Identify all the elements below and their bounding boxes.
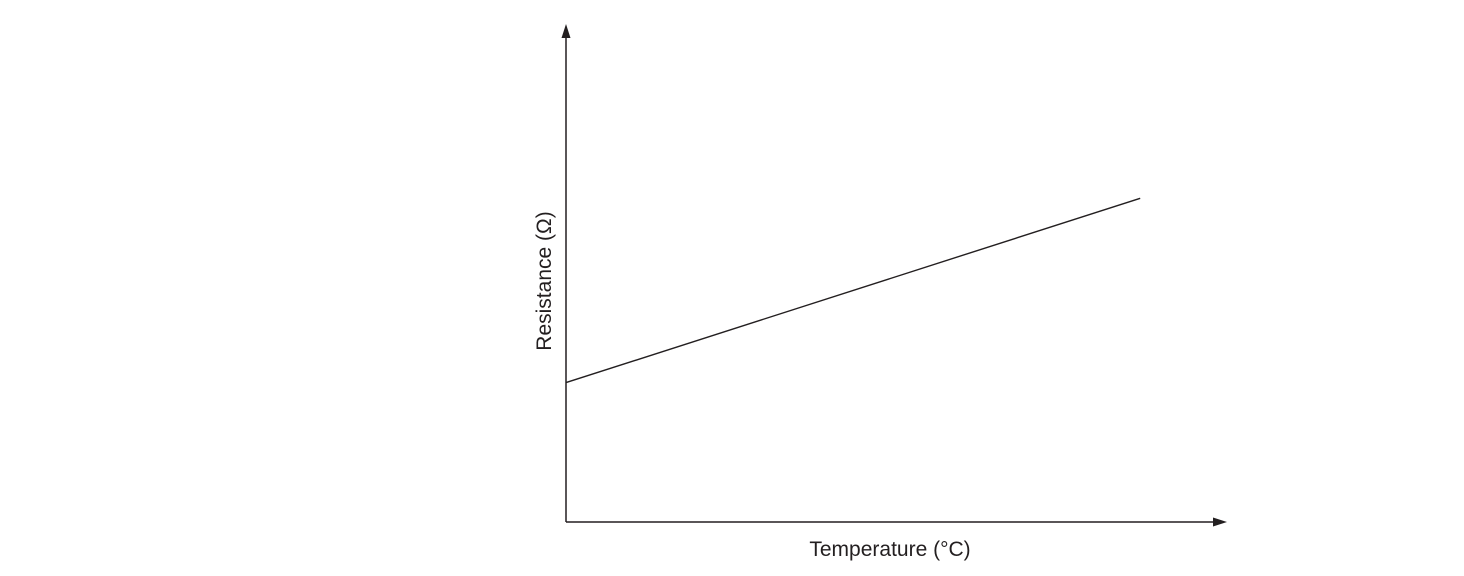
x-axis-label: Temperature (°C) [809,538,970,561]
series-line-1 [565,197,1141,384]
y-axis [561,24,571,522]
x-axis [566,517,1227,527]
y-axis-arrow-icon [561,24,571,38]
y-axis-label: Resistance (Ω) [533,211,556,350]
series-layer [565,197,1141,384]
x-axis-arrow-icon [1213,517,1227,527]
